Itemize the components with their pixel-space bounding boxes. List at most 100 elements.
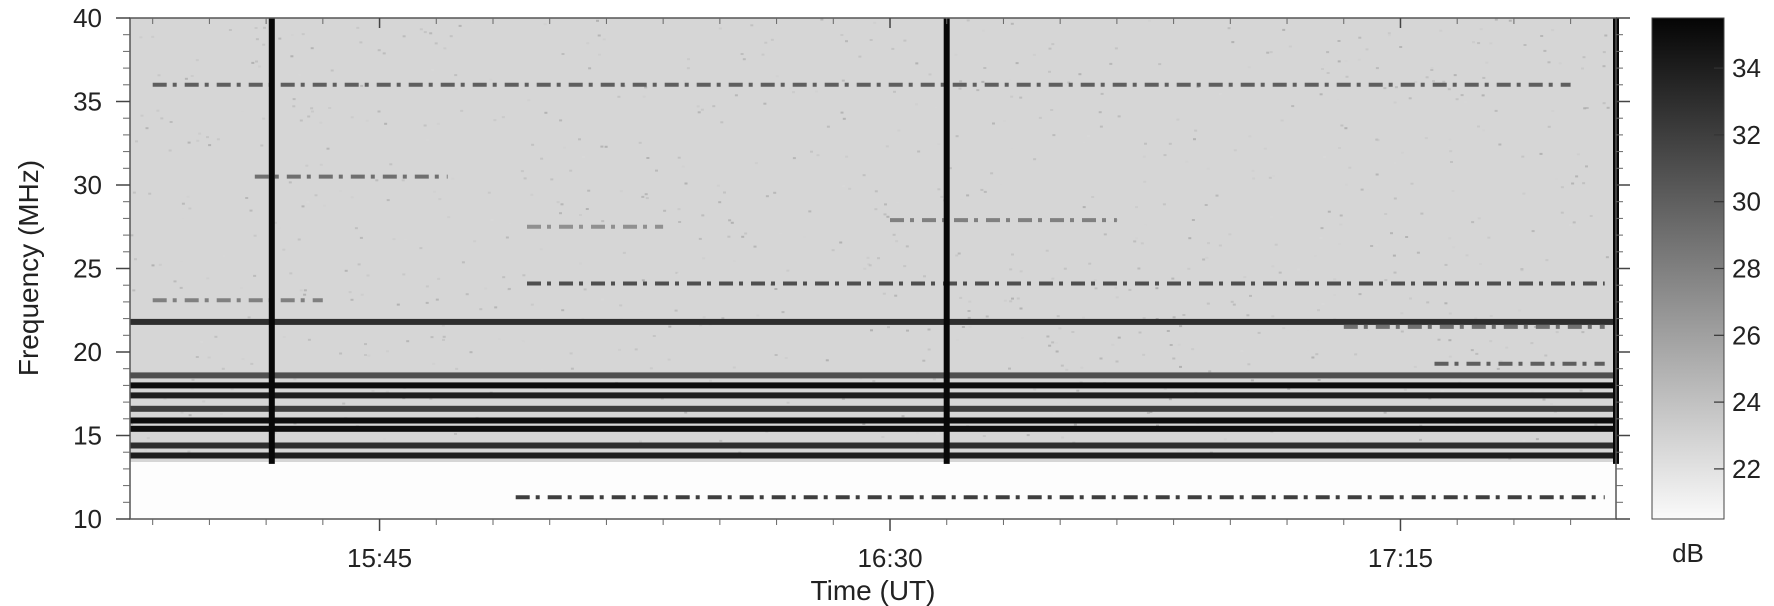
noise-speck [299,119,303,122]
noise-speck [1448,138,1452,141]
noise-speck [190,75,194,77]
noise-speck [961,326,965,328]
noise-speck [895,240,899,243]
noise-speck [677,272,681,275]
noise-speck [1179,365,1182,368]
noise-speck [301,205,305,208]
noise-speck [1142,155,1146,158]
noise-speck [1354,353,1358,356]
noise-speck [1117,336,1121,339]
noise-speck [438,198,442,201]
noise-speck [678,221,682,223]
noise-speck [583,288,587,291]
noise-speck [330,69,334,72]
noise-speck [290,34,294,36]
noise-speck [1204,204,1208,206]
noise-speck [1048,344,1052,347]
noise-speck [1560,186,1564,189]
noise-speck [350,298,354,301]
noise-speck [937,143,941,146]
x-tick-label: 15:45 [347,543,412,573]
noise-speck [779,232,783,235]
noise-speck [559,119,563,122]
noise-speck [848,187,852,190]
noise-speck [765,147,768,150]
noise-speck [588,67,592,70]
noise-speck [1449,150,1453,153]
noise-speck [1317,379,1321,381]
noise-speck [1560,211,1564,214]
noise-speck [753,245,757,248]
noise-speck [1172,357,1176,360]
noise-speck [371,390,375,392]
noise-speck [981,29,985,32]
noise-speck [206,277,210,280]
noise-speck [250,362,254,365]
noise-speck [734,94,738,97]
noise-speck [451,177,455,180]
noise-speck [1393,101,1397,104]
colorbar: 22 24 26 28 30 32 34 dB [1651,17,1761,568]
noise-speck [1028,300,1032,303]
noise-speck [1447,88,1451,91]
noise-speck [784,357,788,359]
noise-speck [1182,314,1186,316]
noise-speck [701,214,705,217]
noise-speck [1360,188,1364,191]
noise-speck [1002,389,1006,392]
noise-speck [1400,151,1404,154]
noise-speck [1392,254,1396,257]
noise-speck [1322,64,1326,66]
noise-speck [1440,389,1444,392]
noise-speck [1171,277,1175,280]
noise-speck [1405,236,1409,238]
noise-speck [1243,276,1247,279]
noise-speck [967,310,971,312]
noise-speck [1547,61,1551,64]
noise-speck [903,265,907,268]
noise-speck [966,194,970,197]
noise-speck [1508,19,1512,22]
noise-speck [655,169,658,172]
noise-speck [158,263,162,266]
noise-speck [1099,357,1103,360]
noise-speck [1572,343,1576,346]
noise-speck [1319,236,1323,239]
noise-speck [1547,125,1551,128]
noise-speck [530,193,534,196]
noise-speck [1020,336,1024,339]
noise-speck [1140,242,1144,245]
noise-speck [1158,63,1162,66]
noise-speck [891,47,895,50]
noise-speck [1366,188,1370,191]
noise-speck [1605,256,1609,259]
noise-speck [288,181,292,184]
noise-speck [1251,169,1255,172]
noise-speck [132,289,136,292]
noise-speck [1073,423,1077,426]
noise-speck [1339,214,1343,217]
noise-speck [1162,203,1166,206]
noise-speck [206,136,209,139]
noise-speck [1133,240,1137,243]
noise-speck [1442,80,1446,83]
noise-speck [1558,62,1562,65]
noise-speck [1472,41,1475,44]
y-tick-label: 15 [73,421,102,451]
noise-speck [773,191,777,194]
noise-speck [1602,102,1606,105]
noise-speck [1177,343,1181,346]
noise-speck [728,219,732,222]
noise-speck [1117,115,1121,118]
noise-speck [433,190,436,193]
noise-speck [683,79,687,82]
persistent-band [130,318,1616,325]
noise-speck [244,133,247,136]
noise-speck [1094,287,1098,290]
noise-speck [742,58,746,61]
noise-speck [1087,135,1090,138]
noise-speck [681,165,685,168]
noise-speck [652,335,656,337]
noise-speck [1357,58,1361,61]
noise-speck [1327,210,1331,213]
